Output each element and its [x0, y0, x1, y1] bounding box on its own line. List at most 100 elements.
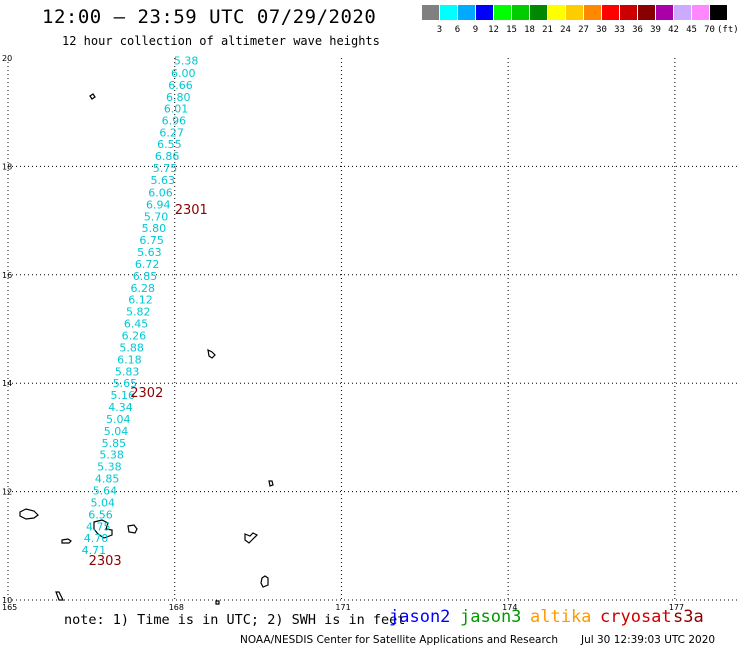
- swh-value: 6.96: [162, 114, 187, 127]
- swh-value: 5.63: [150, 174, 175, 187]
- legend-label: 18: [524, 25, 535, 35]
- swh-value: 6.12: [128, 294, 153, 307]
- legend-label: 42: [668, 25, 679, 35]
- legend-swatch: [458, 5, 475, 20]
- satellite-jason3: jason3: [460, 607, 522, 627]
- island-outline: [268, 480, 274, 487]
- lon-label: 177: [669, 603, 684, 612]
- legend-swatch: [512, 5, 529, 20]
- swh-value: 6.00: [171, 67, 196, 80]
- footer-credit: NOAA/NESDIS Center for Satellite Applica…: [240, 634, 558, 646]
- lat-label: 14: [2, 379, 12, 388]
- island-outline: [93, 519, 113, 539]
- lon-label: 165: [2, 603, 17, 612]
- legend-label: 6: [454, 25, 461, 35]
- swh-value: 5.04: [104, 425, 128, 438]
- legend-swatch: [494, 5, 511, 20]
- swh-value: 6.27: [159, 126, 184, 139]
- island-outline: [244, 532, 259, 544]
- swh-value: 6.55: [157, 138, 182, 151]
- swh-value: 6.28: [130, 282, 155, 295]
- swh-value: 5.75: [153, 162, 178, 175]
- island-outline: [260, 575, 269, 588]
- swh-value: 6.26: [122, 330, 147, 343]
- swh-value: 6.94: [146, 198, 171, 211]
- legend-swatch: [620, 5, 637, 20]
- swh-value: 5.88: [119, 341, 143, 354]
- island-outline: [89, 93, 96, 100]
- swh-value: 5.38: [174, 55, 199, 68]
- swh-value: 5.83: [115, 365, 139, 378]
- satellite-altika: altika: [530, 607, 592, 627]
- lat-label: 20: [2, 54, 12, 63]
- legend-label: 39: [650, 25, 661, 35]
- swh-value: 4.75: [86, 520, 111, 533]
- swh-value: 5.65: [113, 377, 138, 390]
- pass-label: 2303: [89, 554, 122, 569]
- swh-value: 6.86: [155, 150, 180, 163]
- lon-label: 174: [502, 603, 517, 612]
- legend-label: 45: [686, 25, 697, 35]
- legend-label: 33: [614, 25, 625, 35]
- legend-swatch: [710, 5, 727, 20]
- legend-label: 12: [488, 25, 499, 35]
- swh-value: 6.45: [124, 318, 149, 331]
- island-outline: [127, 524, 138, 534]
- lat-label: 18: [2, 162, 12, 171]
- swh-value: 4.71: [82, 544, 107, 557]
- swh-value: 6.06: [148, 186, 173, 199]
- legend-label: 27: [578, 25, 589, 35]
- swh-value: 6.80: [166, 91, 191, 104]
- swh-value: 5.38: [97, 461, 122, 474]
- legend-swatch: [530, 5, 547, 20]
- island-outline: [215, 600, 220, 605]
- swh-value: 5.64: [93, 485, 118, 498]
- swh-value: 5.04: [106, 413, 131, 426]
- swh-value: 5.82: [126, 306, 151, 319]
- swh-value: 6.18: [117, 353, 142, 366]
- legend-swatch: [476, 5, 493, 20]
- swh-value: 5.16: [110, 389, 135, 402]
- legend-swatch: [548, 5, 565, 20]
- island-outline: [207, 348, 216, 359]
- lat-label: 16: [2, 271, 12, 280]
- swh-value: 6.75: [139, 234, 164, 247]
- lon-label: 171: [335, 603, 350, 612]
- footer-note: note: 1) Time is in UTC; 2) SWH is in fe…: [64, 612, 406, 628]
- satellite-s3a: s3a: [673, 607, 704, 627]
- legend-swatch: [584, 5, 601, 20]
- legend-unit: (ft): [717, 25, 739, 35]
- swh-value: 6.66: [168, 79, 193, 92]
- swh-value: 5.04: [90, 496, 115, 509]
- satellite-cryosat: cryosat: [600, 607, 672, 627]
- legend-label: 21: [542, 25, 553, 35]
- swh-value: 4.70: [84, 532, 109, 545]
- legend-swatch: [566, 5, 583, 20]
- legend-label: 36: [632, 25, 643, 35]
- swh-value: 5.80: [142, 222, 167, 235]
- swh-value: 6.72: [135, 258, 160, 271]
- swh-value: 5.85: [102, 437, 127, 450]
- swh-value: 4.34: [108, 401, 133, 414]
- legend-swatch: [638, 5, 655, 20]
- lat-label: 12: [2, 488, 12, 497]
- legend-swatch: [692, 5, 709, 20]
- swh-value: 6.01: [164, 102, 189, 115]
- swh-value: 5.63: [137, 246, 162, 259]
- legend-label: 70: [704, 25, 715, 35]
- map-title: 12:00 – 23:59 UTC 07/29/2020: [42, 6, 377, 28]
- legend-swatch: [440, 5, 457, 20]
- lon-label: 168: [169, 603, 184, 612]
- legend-label: 30: [596, 25, 607, 35]
- legend-swatch: [656, 5, 673, 20]
- legend-swatch: [674, 5, 691, 20]
- swh-value: 6.85: [133, 270, 158, 283]
- legend-swatch: [422, 5, 439, 20]
- legend-label: 3: [436, 25, 443, 35]
- legend-label: 24: [560, 25, 571, 35]
- pass-label: 2301: [175, 203, 208, 218]
- map-grid: [7, 58, 740, 601]
- footer-timestamp: Jul 30 12:39:03 UTC 2020: [581, 634, 716, 646]
